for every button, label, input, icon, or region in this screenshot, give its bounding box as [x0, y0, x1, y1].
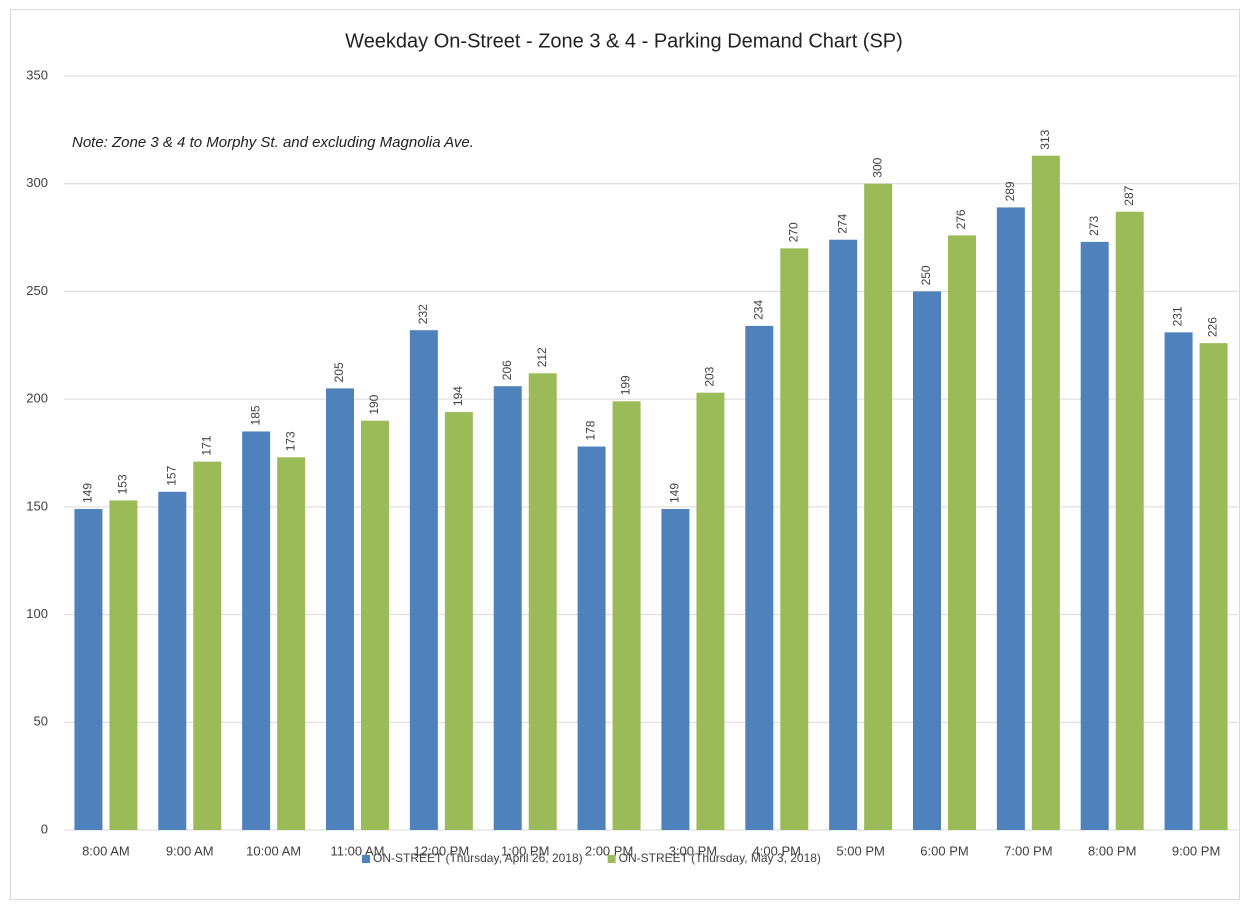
bar	[829, 239, 858, 830]
bar	[158, 491, 187, 830]
x-tick-label: 6:00 PM	[920, 843, 968, 858]
bar	[1080, 241, 1109, 830]
bar	[913, 291, 941, 830]
bar	[109, 500, 138, 830]
legend-label: ON-STREET (Thursday, April 26, 2018)	[373, 851, 583, 865]
y-tick-label: 0	[41, 821, 48, 836]
y-tick-label: 50	[34, 714, 48, 729]
x-tick-label: 5:00 PM	[836, 843, 884, 858]
data-label: 199	[619, 375, 633, 395]
bar	[661, 509, 690, 830]
bar	[409, 330, 438, 830]
x-tick-label: 12:00 PM	[414, 843, 470, 858]
legend-label: ON-STREET (Thursday, May 3, 2018)	[619, 851, 821, 865]
data-label: 190	[367, 394, 381, 414]
data-label: 194	[451, 386, 465, 406]
data-label: 171	[199, 435, 213, 455]
data-label: 273	[1087, 216, 1101, 236]
data-label: 231	[1171, 306, 1185, 326]
bar	[780, 248, 809, 831]
bar	[1164, 332, 1193, 830]
legend-swatch	[362, 855, 370, 863]
data-label: 205	[332, 362, 346, 382]
data-label: 212	[535, 347, 549, 367]
data-label: 203	[703, 366, 717, 386]
data-label: 300	[870, 157, 884, 177]
legend-swatch	[607, 855, 616, 863]
x-tick-label: 9:00 PM	[1172, 843, 1220, 858]
chart-title: Weekday On-Street - Zone 3 & 4 - Parking…	[345, 30, 903, 52]
x-tick-label: 7:00 PM	[1004, 843, 1052, 858]
bar	[996, 207, 1025, 830]
data-label: 173	[283, 431, 297, 451]
x-tick-label: 8:00 AM	[82, 843, 130, 858]
data-label: 178	[584, 420, 598, 440]
bar	[444, 412, 473, 830]
data-label: 274	[835, 213, 849, 233]
x-tick-label: 2:00 PM	[585, 843, 633, 858]
data-label: 185	[248, 405, 262, 425]
x-tick-label: 4:00 PM	[753, 843, 801, 858]
bar	[242, 431, 271, 830]
y-tick-label: 350	[26, 67, 48, 82]
data-label: 234	[751, 300, 765, 320]
bar	[326, 388, 354, 830]
data-label: 206	[500, 360, 514, 380]
y-tick-label: 300	[26, 175, 48, 190]
y-tick-label: 150	[26, 498, 48, 513]
bar	[864, 183, 893, 830]
x-tick-label: 3:00 PM	[669, 843, 717, 858]
data-label: 313	[1038, 129, 1052, 149]
bar	[577, 446, 606, 830]
bar	[277, 457, 306, 830]
bar	[193, 461, 222, 830]
x-tick-label: 11:00 AM	[331, 843, 385, 858]
x-tick-label: 10:00 AM	[246, 843, 301, 858]
x-tick-label: 8:00 PM	[1088, 843, 1136, 858]
bar	[493, 386, 522, 830]
data-label: 289	[1003, 181, 1017, 201]
data-label: 157	[164, 465, 178, 485]
data-label: 226	[1206, 317, 1220, 337]
data-label: 153	[116, 474, 130, 494]
data-label: 149	[668, 483, 682, 503]
bar	[1199, 343, 1228, 830]
bar	[1031, 155, 1060, 831]
x-tick-label: 9:00 AM	[166, 843, 214, 858]
bar	[1115, 211, 1144, 831]
data-label: 270	[786, 222, 800, 242]
bar	[528, 373, 557, 830]
y-tick-label: 200	[26, 391, 48, 406]
bar	[74, 509, 103, 830]
bar	[696, 392, 725, 830]
bar	[612, 401, 641, 830]
y-tick-label: 250	[26, 283, 48, 298]
bar	[948, 235, 976, 831]
x-tick-label: 1:00 PM	[501, 843, 549, 858]
data-label: 276	[954, 209, 968, 229]
bar	[361, 420, 389, 830]
bar	[745, 325, 774, 830]
annotation: Note: Zone 3 & 4 to Morphy St. and exclu…	[72, 134, 474, 151]
y-tick-label: 100	[26, 606, 48, 621]
data-label: 250	[919, 265, 933, 285]
data-label: 232	[416, 304, 430, 324]
data-label: 149	[81, 483, 95, 503]
data-label: 287	[1122, 185, 1136, 205]
